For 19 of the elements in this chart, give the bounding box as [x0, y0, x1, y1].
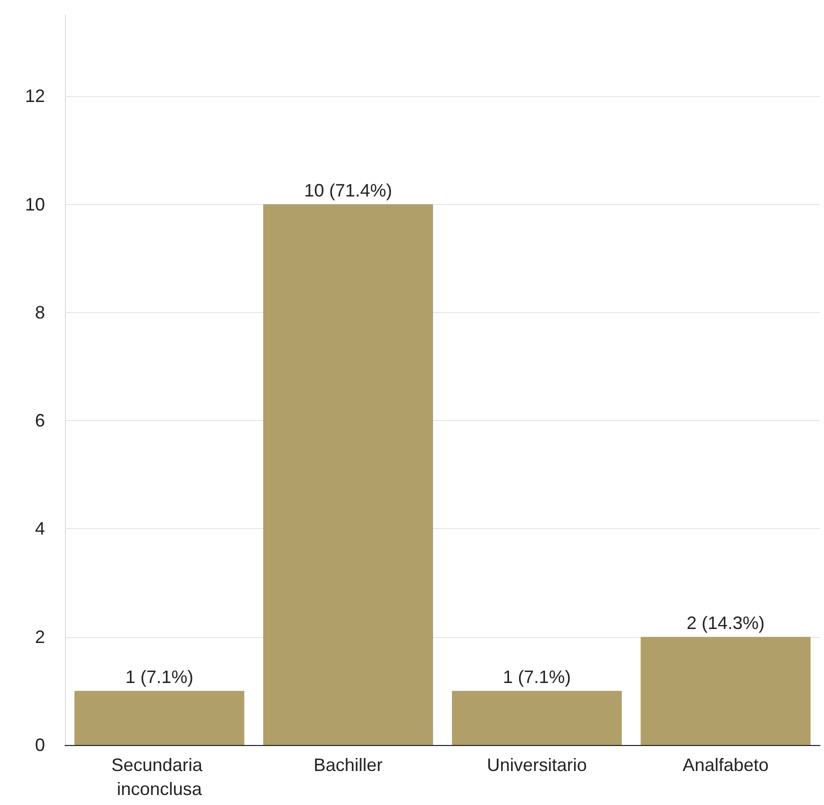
y-tick-label: 12	[24, 86, 45, 106]
bar	[640, 636, 811, 745]
x-tick-label: Bachiller	[314, 755, 383, 775]
data-label: 1 (7.1%)	[502, 666, 571, 687]
y-tick-label: 6	[34, 410, 45, 431]
bar	[74, 690, 244, 745]
x-tick-label: Secundaria inconclusa	[111, 755, 208, 799]
y-tick-label: 0	[34, 735, 45, 755]
data-label: 2 (14.3%)	[686, 612, 765, 633]
y-tick-label: 10	[24, 194, 45, 214]
x-tick-label: Universitario	[486, 755, 587, 775]
data-label: 10 (71.4%)	[304, 180, 392, 200]
y-tick-label: 8	[34, 302, 45, 322]
x-tick-label: Analfabeto	[682, 755, 769, 775]
bar	[452, 690, 622, 745]
y-tick-label: 4	[34, 518, 45, 539]
bar	[263, 204, 434, 745]
y-tick-label: 2	[34, 626, 45, 647]
data-label: 1 (7.1%)	[125, 666, 194, 687]
